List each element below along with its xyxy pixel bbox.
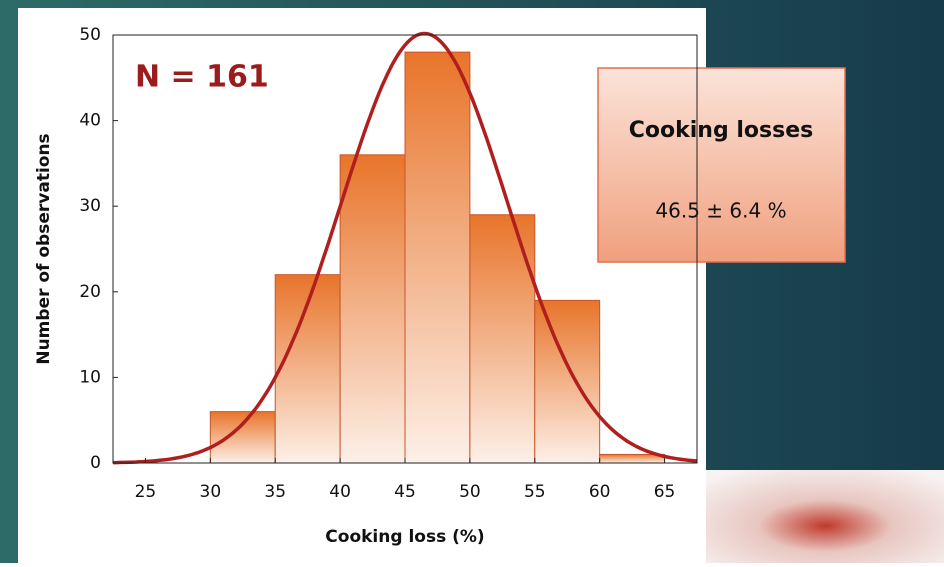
x-tick-label: 55: [524, 482, 546, 502]
bar: [340, 155, 405, 463]
x-tick-label: 45: [394, 482, 416, 502]
bar: [210, 412, 275, 463]
x-tick-label: 40: [329, 482, 351, 502]
x-tick-label: 25: [135, 482, 157, 502]
x-tick-label: 65: [654, 482, 676, 502]
y-tick-label: 40: [79, 111, 101, 131]
y-tick-label: 20: [79, 282, 101, 302]
x-tick-label: 35: [264, 482, 286, 502]
x-axis-label: Cooking loss (%): [325, 527, 484, 547]
annotation: N = 161: [135, 60, 269, 95]
y-tick-label: 50: [79, 25, 101, 45]
y-tick-label: 30: [79, 196, 101, 216]
bar: [600, 454, 665, 463]
slide: Cooking losses 46.5 ± 6.4 % N = 161 Cook…: [0, 0, 944, 563]
info-box: [598, 68, 845, 262]
info-text: 46.5 ± 6.4 %: [655, 199, 786, 223]
y-tick-label: 10: [79, 367, 101, 387]
x-tick-label: 60: [589, 482, 611, 502]
photo: [706, 470, 944, 563]
x-tick-label: 30: [200, 482, 222, 502]
y-tick-label: 0: [90, 453, 101, 473]
info-title: Cooking losses: [629, 118, 813, 143]
x-tick-label: 50: [459, 482, 481, 502]
bar: [405, 52, 470, 463]
y-axis-label: Number of observations: [34, 133, 54, 364]
page: {"chart_data": {"type": "histogram", "an…: [0, 0, 944, 563]
bar: [535, 300, 600, 463]
